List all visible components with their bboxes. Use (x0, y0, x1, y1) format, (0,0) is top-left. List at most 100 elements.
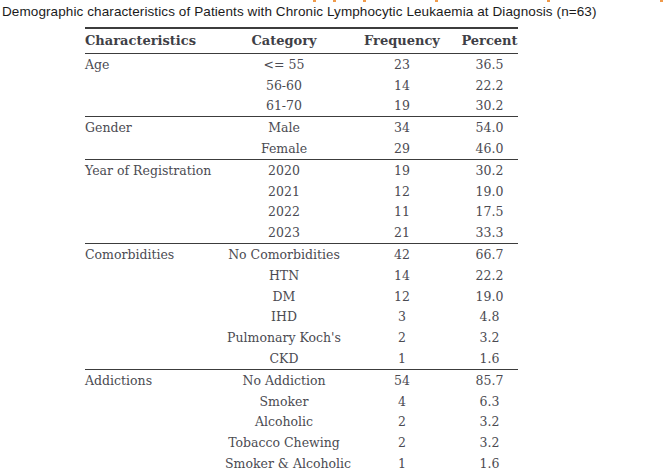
table-row: 20211219.0 (85, 181, 518, 202)
cell-characteristic: Age (85, 54, 225, 75)
cell-category: 56-60 (225, 75, 343, 96)
cell-frequency: 42 (343, 244, 461, 265)
cell-percent: 1.6 (461, 453, 518, 472)
table-row: CKD11.6 (85, 348, 518, 369)
cell-frequency: 34 (343, 117, 461, 138)
table-row: AddictionsNo Addiction5485.7 (85, 369, 518, 390)
table-row: Alcoholic23.2 (85, 412, 518, 433)
cell-characteristic: Gender (85, 117, 225, 138)
cell-characteristic (85, 138, 225, 159)
cell-category: Smoker (225, 391, 343, 412)
table-row: Smoker46.3 (85, 391, 518, 412)
table-row: IHD34.8 (85, 307, 518, 328)
text-artifact (660, 0, 663, 2)
cell-characteristic: Addictions (85, 369, 225, 390)
cell-frequency: 1 (343, 348, 461, 369)
cell-frequency: 1 (343, 453, 461, 472)
cell-percent: 19.0 (461, 181, 518, 202)
cell-characteristic (85, 181, 225, 202)
text-artifact (547, 0, 550, 2)
cell-percent: 30.2 (461, 159, 518, 180)
table-row: Year of Registration20201930.2 (85, 159, 518, 180)
cell-category: No Comorbidities (225, 244, 343, 265)
table-row: Tobacco Chewing23.2 (85, 432, 518, 453)
header-row: Characteristics Category Frequency Perce… (85, 28, 518, 54)
cell-category: IHD (225, 307, 343, 328)
table-row: 61-701930.2 (85, 96, 518, 117)
cell-frequency: 54 (343, 369, 461, 390)
cell-percent: 6.3 (461, 391, 518, 412)
cell-percent: 17.5 (461, 202, 518, 223)
cell-characteristic (85, 348, 225, 369)
cell-category: DM (225, 286, 343, 307)
table-caption: Demographic characteristics of Patients … (2, 3, 668, 20)
cell-percent: 22.2 (461, 265, 518, 286)
cell-characteristic (85, 75, 225, 96)
cell-frequency: 2 (343, 327, 461, 348)
cell-percent: 3.2 (461, 432, 518, 453)
table-row: 56-601422.2 (85, 75, 518, 96)
page: Demographic characteristics of Patients … (0, 0, 668, 472)
table-row: GenderMale3454.0 (85, 117, 518, 138)
cell-frequency: 2 (343, 412, 461, 433)
col-header-characteristics: Characteristics (85, 28, 225, 54)
cell-frequency: 4 (343, 391, 461, 412)
table-row: ComorbiditiesNo Comorbidities4266.7 (85, 244, 518, 265)
table-row: Age<= 552336.5 (85, 54, 518, 75)
cell-category: Male (225, 117, 343, 138)
cell-category: Pulmonary Koch's (225, 327, 343, 348)
table-row: HTN1422.2 (85, 265, 518, 286)
cell-percent: 22.2 (461, 75, 518, 96)
table-body: Age<= 552336.556-601422.261-701930.2Gend… (85, 54, 518, 472)
col-header-percent: Percent (461, 28, 518, 54)
cell-percent: 33.3 (461, 222, 518, 243)
cell-frequency: 12 (343, 286, 461, 307)
cell-category: 2023 (225, 222, 343, 243)
table-row: Pulmonary Koch's23.2 (85, 327, 518, 348)
demographics-table: Characteristics Category Frequency Perce… (85, 27, 518, 472)
cell-frequency: 19 (343, 96, 461, 117)
cell-percent: 3.2 (461, 412, 518, 433)
cell-frequency: 29 (343, 138, 461, 159)
cell-percent: 1.6 (461, 348, 518, 369)
text-artifact (435, 0, 438, 2)
cell-characteristic (85, 96, 225, 117)
cell-frequency: 14 (343, 75, 461, 96)
cell-characteristic (85, 286, 225, 307)
table-header: Characteristics Category Frequency Perce… (85, 28, 518, 54)
cell-characteristic: Comorbidities (85, 244, 225, 265)
cell-category: 61-70 (225, 96, 343, 117)
cell-frequency: 14 (343, 265, 461, 286)
cell-characteristic (85, 307, 225, 328)
cell-frequency: 2 (343, 432, 461, 453)
table-row: DM1219.0 (85, 286, 518, 307)
col-header-frequency: Frequency (343, 28, 461, 54)
cell-category: CKD (225, 348, 343, 369)
cell-frequency: 12 (343, 181, 461, 202)
cell-characteristic (85, 265, 225, 286)
cell-category: Female (225, 138, 343, 159)
cell-category: 2020 (225, 159, 343, 180)
cell-frequency: 11 (343, 202, 461, 223)
cell-frequency: 19 (343, 159, 461, 180)
cell-characteristic (85, 202, 225, 223)
cell-characteristic (85, 222, 225, 243)
cell-category: Tobacco Chewing (225, 432, 343, 453)
table-row: Female2946.0 (85, 138, 518, 159)
cell-percent: 54.0 (461, 117, 518, 138)
cell-percent: 19.0 (461, 286, 518, 307)
cell-percent: 66.7 (461, 244, 518, 265)
cell-percent: 36.5 (461, 54, 518, 75)
cell-characteristic: Year of Registration (85, 159, 225, 180)
table-row: 20232133.3 (85, 222, 518, 243)
cell-category: 2021 (225, 181, 343, 202)
cell-frequency: 21 (343, 222, 461, 243)
text-artifact (313, 0, 316, 2)
cell-category: Smoker & Alcoholic (225, 453, 343, 472)
cell-characteristic (85, 412, 225, 433)
cell-characteristic (85, 432, 225, 453)
cell-characteristic (85, 391, 225, 412)
table-row: Smoker & Alcoholic11.6 (85, 453, 518, 472)
table-row: 20221117.5 (85, 202, 518, 223)
cell-percent: 4.8 (461, 307, 518, 328)
